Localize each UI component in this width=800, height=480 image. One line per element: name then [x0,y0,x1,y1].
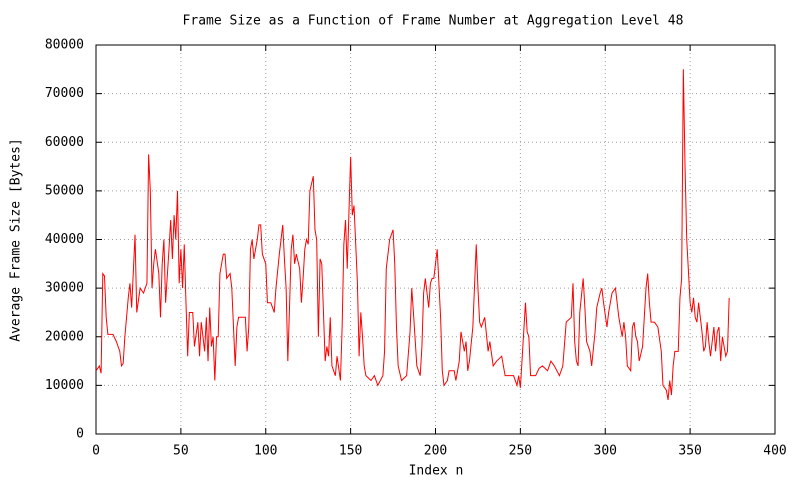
y-tick-label: 70000 [45,86,84,101]
plot-frame [95,44,776,435]
y-tick-label: 40000 [45,232,84,247]
x-axis-label: Index n [409,464,464,479]
x-tick-label: 100 [254,444,277,459]
y-tick-label: 50000 [45,183,84,198]
chart-title: Frame Size as a Function of Frame Number… [183,14,684,29]
x-tick-label: 0 [92,444,100,459]
data-line [95,69,730,401]
x-tick-label: 250 [509,444,532,459]
x-tick-label: 150 [339,444,362,459]
x-tick-label: 350 [678,444,701,459]
x-tick-label: 200 [424,444,447,459]
y-axis-label: Average Frame Size [Bytes] [9,138,24,342]
x-tick-label: 300 [594,444,617,459]
y-tick-label: 80000 [45,38,84,53]
y-tick-label: 10000 [45,378,84,393]
x-tick-label: 400 [763,444,786,459]
y-tick-label: 0 [76,427,84,442]
y-tick-label: 20000 [45,329,84,344]
x-tick-label: 50 [173,444,189,459]
y-tick-label: 60000 [45,135,84,150]
y-tick-label: 30000 [45,281,84,296]
